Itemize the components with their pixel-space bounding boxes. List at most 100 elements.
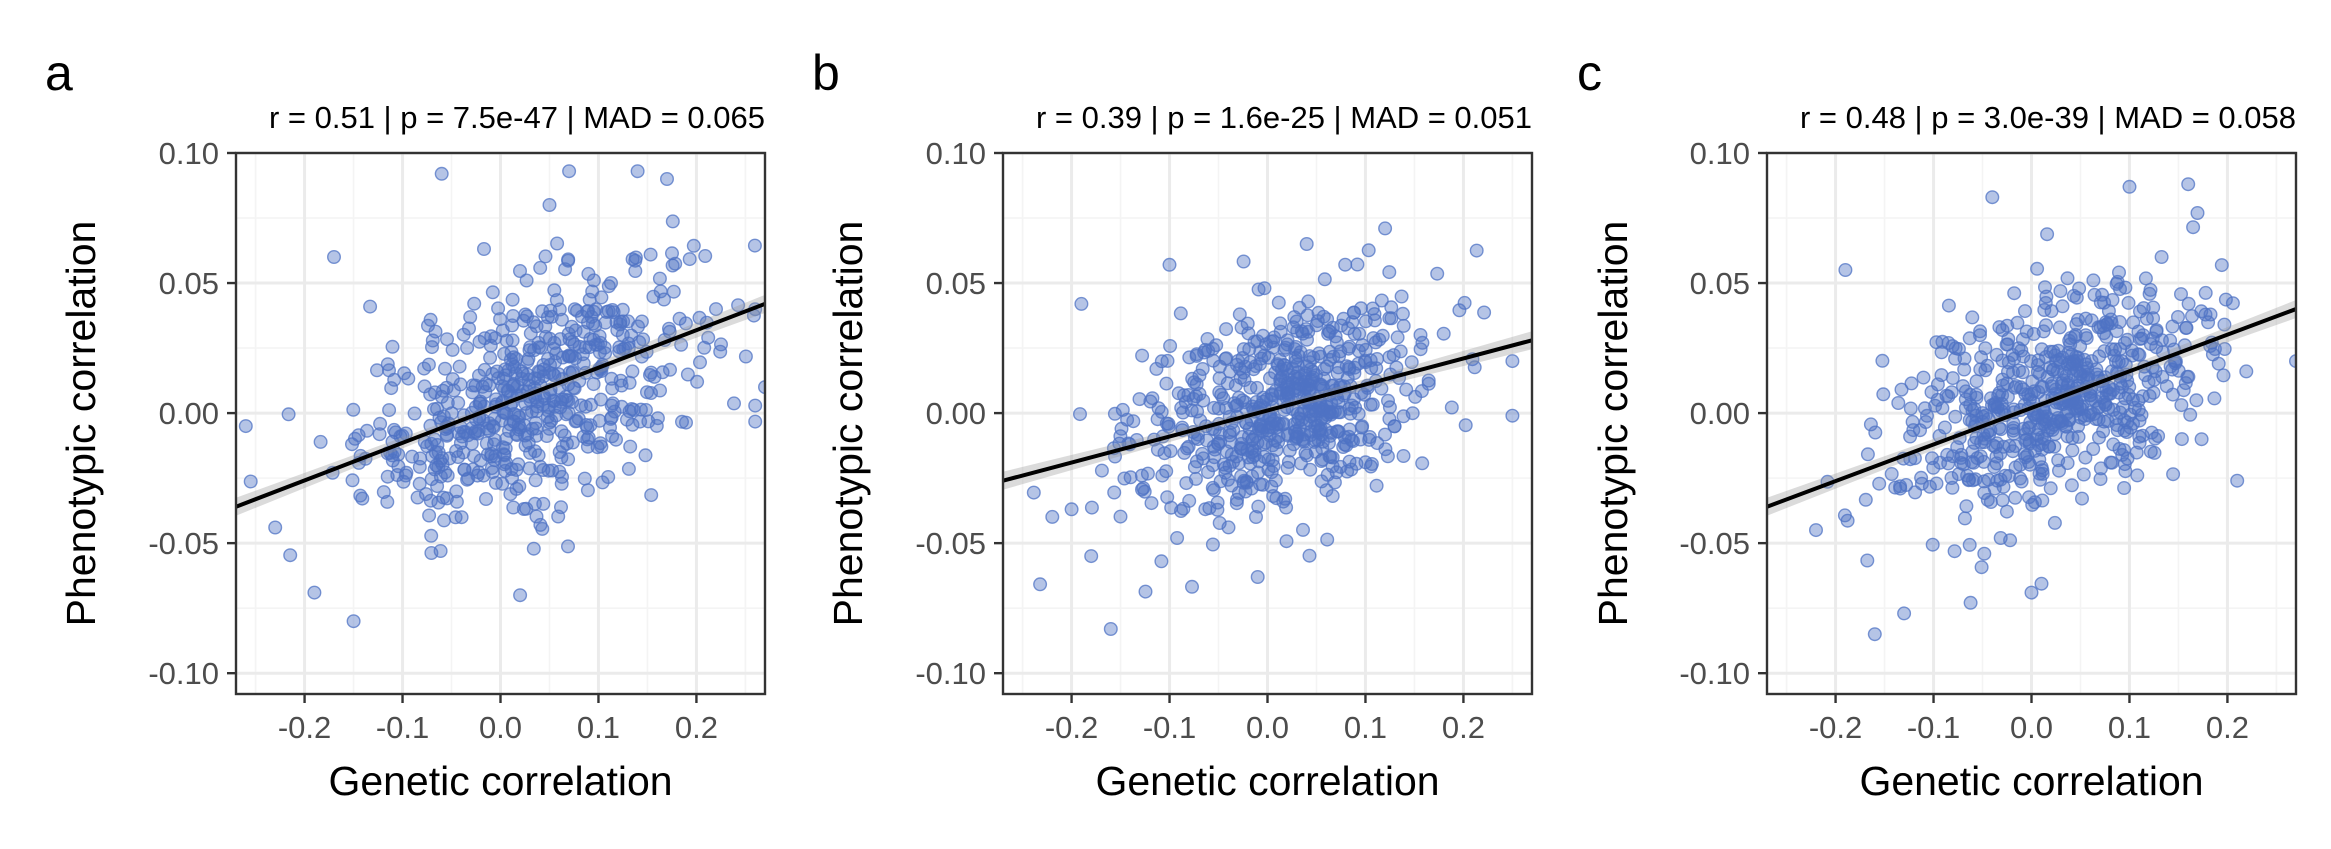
data-point [313,434,328,449]
data-point [503,487,518,502]
data-point [2122,179,2137,194]
data-point [662,321,677,336]
data-point [2001,355,2016,370]
data-point [346,402,361,417]
data-point [1957,511,1972,526]
data-point [1868,425,1883,440]
data-point [1990,399,2005,414]
data-point [238,419,253,434]
data-point [1840,513,1855,528]
data-point [1355,419,1370,434]
data-point [1161,419,1176,434]
data-point [2022,457,2037,472]
data-point [449,484,464,499]
data-point [1280,333,1295,348]
data-point [2091,320,2106,335]
data-point [576,324,591,339]
data-point [1384,300,1399,315]
data-point [449,444,464,459]
data-point [1436,326,1451,341]
data-point [1164,500,1179,515]
data-point [1212,371,1227,386]
data-point [643,368,658,383]
y-tick-label: 0.00 [159,396,219,431]
data-point [595,475,610,490]
data-point [428,385,443,400]
data-point [1969,431,1984,446]
data-point [592,413,607,428]
data-point [1985,190,2000,205]
data-point [1273,386,1288,401]
data-point [405,449,420,464]
data-point [485,285,500,300]
data-point [594,290,609,305]
data-point [468,378,483,393]
data-point [1966,455,1981,470]
data-point [387,422,402,437]
data-point [561,452,576,467]
data-point [2036,324,2051,339]
data-point [1154,554,1169,569]
data-point [582,292,597,307]
data-point [2174,398,2189,413]
data-point [410,490,425,505]
data-point [473,394,488,409]
data-point [2045,362,2060,377]
data-point [2000,318,2015,333]
data-point [2217,317,2232,332]
data-point [1325,489,1340,504]
data-point [1251,499,1266,514]
data-point [2207,342,2222,357]
data-point [738,349,753,364]
data-point [2034,576,2049,591]
data-point [546,393,561,408]
data-point [2061,396,2076,411]
data-point [1357,353,1372,368]
data-point [1177,445,1192,460]
points [238,164,765,629]
data-point [2084,354,2099,369]
data-point [1941,298,1956,313]
data-point [483,350,498,365]
data-point [380,494,395,509]
data-point [552,464,567,479]
data-point [1951,342,1966,357]
data-point [1377,427,1392,442]
data-point [1134,468,1149,483]
data-point [1074,296,1089,311]
data-point [1320,532,1335,547]
data-point [1232,307,1247,322]
points [1808,177,2296,642]
data-point [594,439,609,454]
data-point [422,508,437,523]
data-point [1192,368,1207,383]
data-point [348,431,363,446]
data-point [554,312,569,327]
x-tick-label: -0.2 [1809,710,1862,745]
data-point [2032,466,2047,481]
data-point [1281,428,1296,443]
data-point [2178,321,2193,336]
data-point [601,279,616,294]
data-point [576,429,591,444]
data-point [2072,281,2087,296]
y-tick-label: -0.05 [1679,526,1750,561]
data-point [1382,265,1397,280]
data-point [1163,444,1178,459]
data-point [1220,376,1235,391]
data-point [609,432,624,447]
data-point [399,465,414,480]
data-point [2065,443,2080,458]
data-point [2007,286,2022,301]
data-point [665,246,680,261]
y-tick-label: 0.00 [1690,396,1750,431]
data-point [407,406,422,421]
data-point [1331,424,1346,439]
data-point [1415,456,1430,471]
data-point [1947,544,1962,559]
data-point [1219,444,1234,459]
data-point [588,337,603,352]
data-point [1361,243,1376,258]
data-point [1299,380,1314,395]
data-point [1211,401,1226,416]
